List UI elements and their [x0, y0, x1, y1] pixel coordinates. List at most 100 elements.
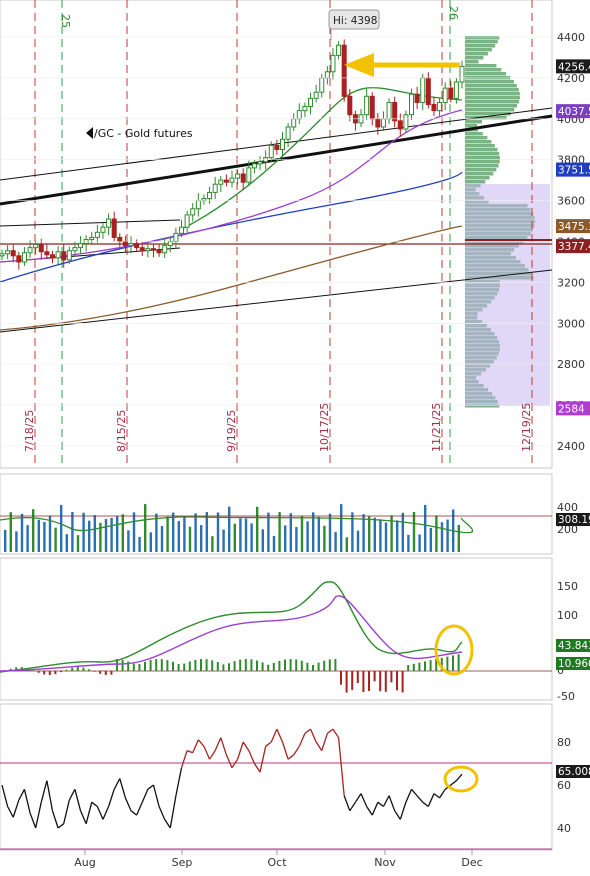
- rsi-segment: [85, 802, 93, 824]
- macd-hist-bar: [166, 660, 169, 671]
- rsi-last-tag: 65.008: [556, 765, 590, 778]
- candle-body: [308, 97, 314, 108]
- macd-hist-bar: [172, 661, 174, 671]
- profile-bar: [465, 124, 478, 128]
- macd-hist-bar: [323, 660, 326, 671]
- candle-body: [380, 118, 386, 128]
- volume-bar: [351, 512, 354, 552]
- volume-bar: [345, 537, 348, 552]
- rsi-segment: [360, 793, 368, 807]
- rsi-tick-label: 80: [557, 736, 571, 749]
- rsi-segment: [57, 823, 65, 829]
- volume-bar: [256, 506, 259, 552]
- profile-bar: [465, 140, 492, 144]
- rsi-segment: [130, 810, 138, 816]
- macd-hist-bar: [155, 659, 158, 671]
- rsi-segment: [394, 810, 401, 820]
- volume-bar: [172, 512, 175, 552]
- volume-bar: [334, 532, 337, 552]
- rsi-line: [1, 728, 463, 829]
- volume-average: [0, 516, 474, 534]
- rsi-segment: [248, 750, 256, 764]
- macd-hist-bar: [211, 660, 214, 671]
- vertical-date-label: 12/19/25: [520, 403, 533, 452]
- cycle-lines: [34, 0, 533, 468]
- rsi-segment: [382, 795, 390, 807]
- rsi-segment: [63, 799, 70, 824]
- rsi-segment: [281, 741, 289, 760]
- profile-bar: [465, 88, 519, 92]
- candle-body: [257, 161, 263, 165]
- volume-bar: [289, 513, 292, 552]
- rsi-segment: [119, 778, 127, 799]
- rsi-segment: [304, 728, 311, 734]
- candle-body: [0, 253, 5, 257]
- macd-hist-bar: [295, 659, 298, 671]
- macd-hist-bar: [9, 668, 12, 671]
- macd-hist-bar: [362, 671, 365, 693]
- macd-hist-bar: [37, 671, 40, 673]
- candle-body: [94, 231, 100, 238]
- profile-bar: [465, 72, 507, 76]
- volume-bar: [76, 535, 80, 552]
- candle-body: [38, 244, 44, 253]
- volume-bar: [390, 515, 393, 552]
- rsi-segment: [51, 810, 59, 829]
- volume-bar: [188, 526, 192, 552]
- profile-bar: [465, 64, 497, 68]
- macd-hist-bar: [205, 659, 208, 671]
- candle-body: [453, 81, 459, 99]
- price-tag: 2584: [556, 401, 590, 416]
- vertical-date-label: 8/15/25: [115, 410, 128, 452]
- trendline-lower: [0, 269, 553, 333]
- volume-bar: [99, 522, 102, 552]
- candle-body: [179, 226, 185, 234]
- macd-last-tag-b: 10.960: [556, 657, 590, 670]
- rsi-segment: [91, 801, 98, 808]
- volume-bar: [60, 505, 63, 552]
- macd-hist-bar: [54, 671, 57, 675]
- candle-body: [437, 101, 443, 112]
- macd-hist-bar: [104, 671, 107, 675]
- trendline-upper: [0, 107, 553, 181]
- candle-body: [117, 236, 123, 243]
- candle-body: [139, 247, 145, 252]
- volume-bar: [200, 525, 203, 552]
- candle-body: [72, 247, 78, 252]
- macd-hist-bar: [88, 669, 90, 671]
- rsi-segment: [259, 746, 267, 773]
- volume-bar: [160, 526, 164, 552]
- macd-hist-bar: [239, 659, 242, 671]
- candle-body: [207, 191, 213, 200]
- candle-body: [89, 236, 95, 240]
- rsi-segment: [253, 763, 261, 773]
- candle-body: [403, 114, 409, 130]
- high-label: Hi: 4398: [328, 9, 380, 40]
- macd-hist-bar: [216, 662, 219, 671]
- rsi-segment: [343, 795, 351, 812]
- profile-bar: [465, 68, 502, 72]
- rsi-segment: [315, 741, 323, 751]
- macd-hist-bar: [351, 671, 354, 690]
- volume-bar: [144, 504, 147, 552]
- vertical-date-label: 10/17/25: [318, 403, 331, 452]
- candle-body: [150, 248, 156, 251]
- macd-hist-bar: [144, 661, 146, 671]
- price-tag: 3475.3: [556, 219, 590, 234]
- rsi-segment: [455, 773, 463, 782]
- price-tag: 4256.4: [556, 59, 590, 73]
- volume-bar: [340, 504, 343, 552]
- volume-bar: [356, 530, 360, 552]
- price-tick-label: 4200: [557, 72, 585, 85]
- svg-text:308.19: 308.19: [558, 514, 590, 526]
- macd-hist-bar: [418, 662, 421, 671]
- x-tick-label: Aug: [74, 856, 95, 869]
- macd-hist-bar: [440, 657, 443, 671]
- macd-signal: [0, 595, 463, 672]
- volume-bar: [328, 513, 332, 552]
- macd-hist-bar: [244, 659, 247, 671]
- rsi-segment: [96, 806, 104, 820]
- macd-hist-bar: [401, 671, 404, 693]
- macd-hist-bar: [177, 664, 180, 671]
- volume-bar: [155, 513, 158, 552]
